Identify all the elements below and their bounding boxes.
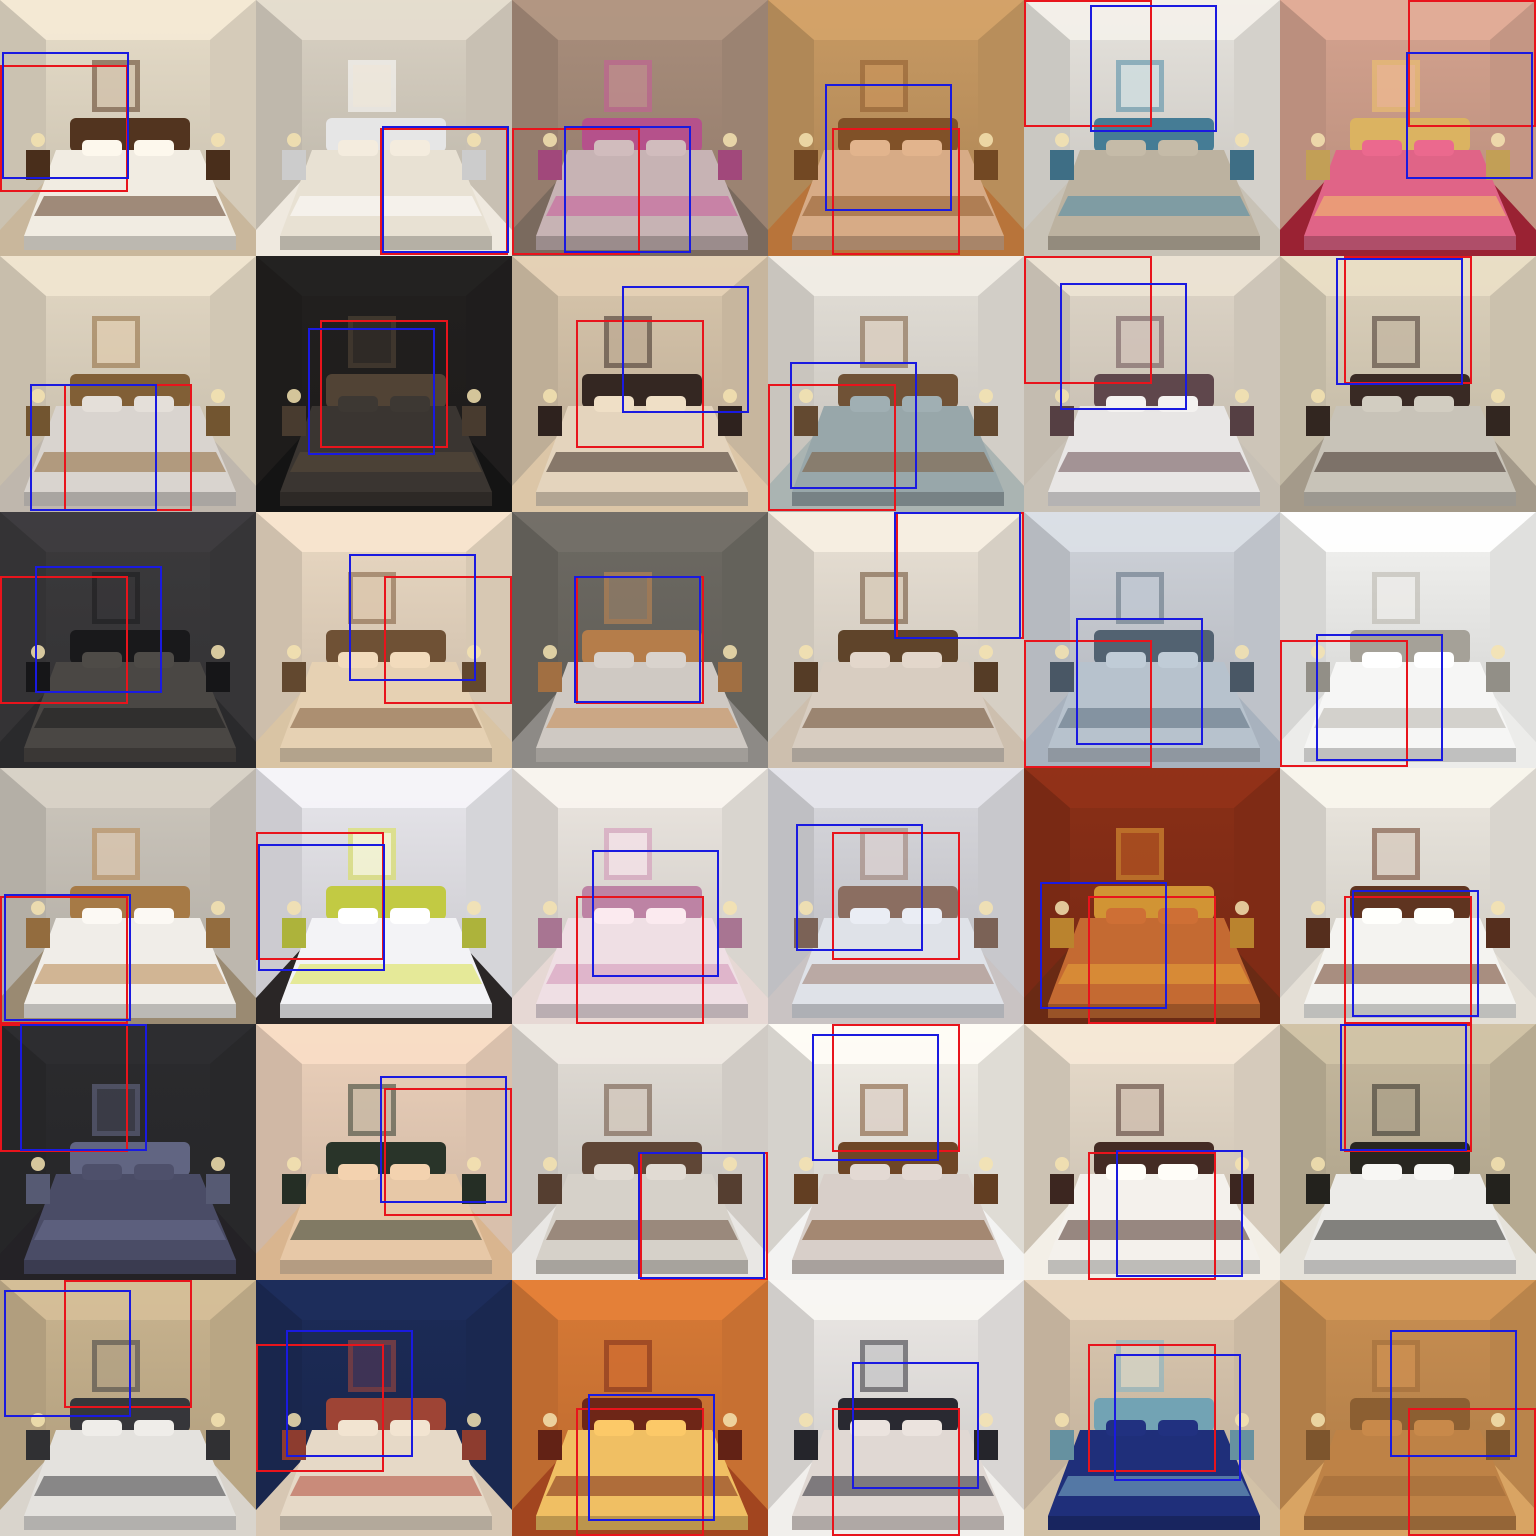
bedroom-image-tile xyxy=(768,512,1024,768)
bedroom-image-tile xyxy=(1024,768,1280,1024)
bedroom-image-tile xyxy=(512,256,768,512)
bedroom-image-tile xyxy=(1280,1280,1536,1536)
bedroom-image-tile xyxy=(512,1280,768,1536)
bedroom-scene xyxy=(1024,512,1280,768)
bedroom-scene xyxy=(1024,1280,1280,1536)
bedroom-scene xyxy=(1024,768,1280,1024)
bedroom-image-tile xyxy=(1024,1280,1280,1536)
bedroom-image-tile xyxy=(256,1280,512,1536)
bedroom-scene xyxy=(768,768,1024,1024)
bedroom-image-tile xyxy=(256,768,512,1024)
bedroom-image-tile xyxy=(0,512,256,768)
bedroom-image-tile xyxy=(1280,512,1536,768)
bedroom-scene xyxy=(768,0,1024,256)
bedroom-image-tile xyxy=(512,768,768,1024)
bedroom-scene xyxy=(0,768,256,1024)
bedroom-scene xyxy=(0,0,256,256)
bedroom-scene xyxy=(256,512,512,768)
bedroom-image-tile xyxy=(256,1024,512,1280)
bedroom-image-tile xyxy=(0,256,256,512)
bedroom-image-tile xyxy=(768,0,1024,256)
bedroom-image-tile xyxy=(768,1280,1024,1536)
bedroom-image-tile xyxy=(768,256,1024,512)
bedroom-scene xyxy=(0,1280,256,1536)
bedroom-scene xyxy=(1024,1024,1280,1280)
bedroom-scene xyxy=(1280,768,1536,1024)
bedroom-scene xyxy=(1280,512,1536,768)
bedroom-image-tile xyxy=(768,1024,1024,1280)
bedroom-image-tile xyxy=(1024,0,1280,256)
bedroom-image-tile xyxy=(0,1280,256,1536)
bedroom-scene xyxy=(256,1280,512,1536)
bedroom-scene xyxy=(768,512,1024,768)
bedroom-image-tile xyxy=(768,768,1024,1024)
bedroom-image-tile xyxy=(1280,256,1536,512)
bedroom-image-tile xyxy=(1024,1024,1280,1280)
bedroom-scene xyxy=(0,512,256,768)
bedroom-scene xyxy=(512,0,768,256)
bedroom-image-tile xyxy=(1280,768,1536,1024)
bedroom-scene xyxy=(512,256,768,512)
bedroom-scene xyxy=(256,1024,512,1280)
bedroom-image-tile xyxy=(1024,256,1280,512)
bedroom-image-tile xyxy=(256,512,512,768)
bedroom-image-tile xyxy=(256,0,512,256)
bedroom-scene xyxy=(512,512,768,768)
bedroom-image-tile xyxy=(1280,1024,1536,1280)
bedroom-scene xyxy=(512,1024,768,1280)
bedroom-scene xyxy=(0,1024,256,1280)
bedroom-scene xyxy=(256,768,512,1024)
bedroom-scene xyxy=(768,256,1024,512)
bedroom-scene xyxy=(1280,1024,1536,1280)
bedroom-scene xyxy=(0,256,256,512)
bedroom-scene xyxy=(768,1024,1024,1280)
bedroom-image-tile xyxy=(512,1024,768,1280)
bedroom-image-tile xyxy=(512,512,768,768)
bedroom-scene xyxy=(512,1280,768,1536)
bedroom-scene xyxy=(1024,256,1280,512)
bedroom-scene xyxy=(1280,0,1536,256)
bedroom-image-tile xyxy=(0,1024,256,1280)
bedroom-image-tile xyxy=(1024,512,1280,768)
bedroom-image-tile xyxy=(0,768,256,1024)
bedroom-scene xyxy=(256,256,512,512)
bedroom-scene xyxy=(1280,1280,1536,1536)
bedroom-image-tile xyxy=(1280,0,1536,256)
bedroom-scene xyxy=(1024,0,1280,256)
bedroom-image-tile xyxy=(256,256,512,512)
bedroom-image-tile xyxy=(512,0,768,256)
bedroom-image-tile xyxy=(0,0,256,256)
bedroom-scene xyxy=(768,1280,1024,1536)
bedroom-scene xyxy=(256,0,512,256)
bedroom-scene xyxy=(512,768,768,1024)
bedroom-scene xyxy=(1280,256,1536,512)
